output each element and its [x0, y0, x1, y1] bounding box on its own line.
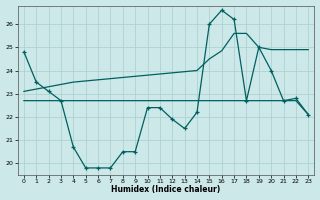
X-axis label: Humidex (Indice chaleur): Humidex (Indice chaleur) — [111, 185, 221, 194]
